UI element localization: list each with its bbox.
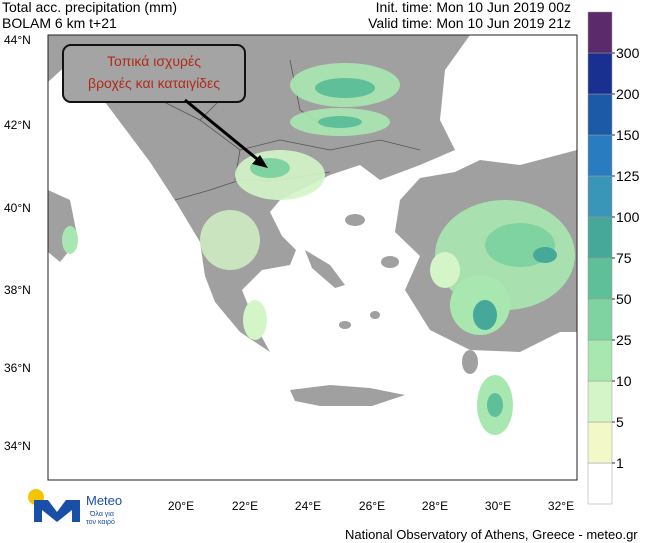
lon-label: 20°E <box>168 499 194 513</box>
lat-label: 42°N <box>4 118 31 132</box>
lon-label: 32°E <box>548 499 574 513</box>
colorbar-label: 100 <box>616 209 640 225</box>
colorbar-label: 10 <box>616 373 632 389</box>
logo-tagline: Όλα για <box>89 511 114 518</box>
annotation-text: βροχές και καταιγίδες <box>88 75 220 91</box>
lon-label: 26°E <box>359 499 385 513</box>
map <box>47 34 578 481</box>
colorbar-box <box>587 380 613 423</box>
annotation-box <box>62 44 246 103</box>
lon-label: 28°E <box>422 499 448 513</box>
lon-label: 22°E <box>232 499 258 513</box>
colorbar-box <box>587 421 613 464</box>
colorbar-box <box>587 93 613 136</box>
arrow <box>184 98 263 165</box>
title: Total acc. precipitation (mm) <box>2 0 177 15</box>
logo-m <box>34 500 80 522</box>
colorbar-label: 125 <box>616 168 640 184</box>
logo-name: Meteo <box>86 493 122 508</box>
colorbar-label: 5 <box>616 414 624 430</box>
lat-label: 40°N <box>4 201 31 215</box>
colorbar-label: 200 <box>616 86 640 102</box>
map-frame <box>47 34 578 481</box>
lat-label: 38°N <box>4 283 31 297</box>
colorbar-box <box>587 298 613 341</box>
lat-label: 36°N <box>4 361 31 375</box>
colorbar-box <box>587 134 613 177</box>
lat-label: 44°N <box>4 33 31 47</box>
colorbar-box <box>587 339 613 382</box>
arrow-head <box>252 155 268 168</box>
logo-tagline: τον καιρό <box>86 518 115 526</box>
lat-labels: 44°N 42°N 40°N 38°N 36°N 34°N <box>4 33 31 453</box>
colorbar-label: 150 <box>616 127 640 143</box>
lon-label: 30°E <box>485 499 511 513</box>
footer: National Observatory of Athens, Greece -… <box>345 527 638 542</box>
colorbar-box <box>587 52 613 95</box>
colorbar-label: 300 <box>616 45 640 61</box>
lat-label: 34°N <box>4 439 31 453</box>
lon-label: 24°E <box>295 499 321 513</box>
colorbar-box <box>587 462 613 505</box>
colorbar-label: 25 <box>616 332 632 348</box>
annotation: Τοπικά ισχυρές βροχές και καταιγίδες <box>62 44 268 168</box>
colorbar-box <box>587 175 613 218</box>
annotation-text: Τοπικά ισχυρές <box>107 53 201 69</box>
colorbar-label: 1 <box>616 455 624 471</box>
valid-time: Valid time: Mon 10 Jun 2019 21z <box>368 15 571 31</box>
colorbar-box <box>587 257 613 300</box>
colorbar: 1 5 10 25 50 75 100 125 150 200 300 <box>587 11 640 505</box>
colorbar-label: 75 <box>616 250 632 266</box>
colorbar-box <box>587 11 613 54</box>
logo: Meteo Όλα για τον καιρό <box>28 489 122 526</box>
colorbar-label: 50 <box>616 291 632 307</box>
model: BOLAM 6 km t+21 <box>2 15 117 31</box>
lon-labels: 20°E 22°E 24°E 26°E 28°E 30°E 32°E <box>168 499 574 513</box>
init-time: Init. time: Mon 10 Jun 2019 00z <box>376 0 571 15</box>
colorbar-box <box>587 216 613 259</box>
